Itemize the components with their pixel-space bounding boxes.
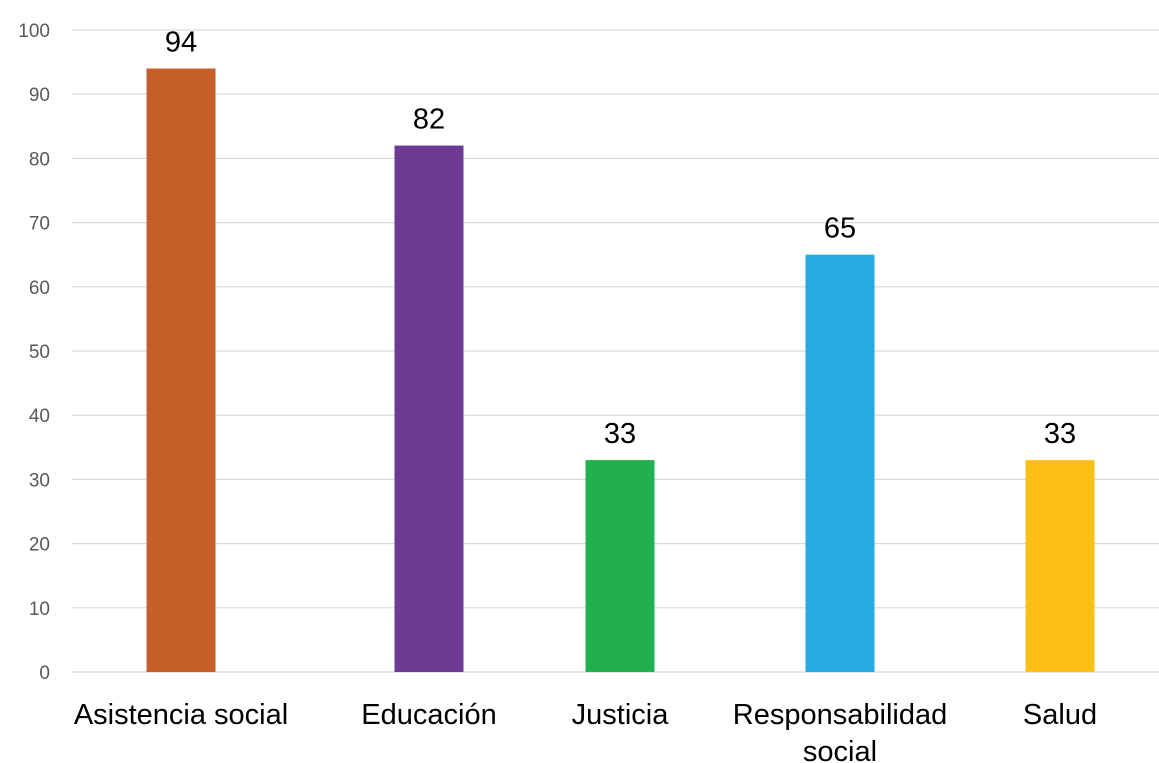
x-tick-label-line: social [803,736,877,763]
y-tick-label: 40 [29,406,50,427]
x-tick-label-line: Salud [1023,699,1097,731]
x-tick-label: Responsabilidad social [733,699,947,763]
data-labels: 94 82 33 65 33 [165,27,1076,451]
bar-4 [1025,460,1095,672]
y-tick-label: 0 [39,663,50,684]
bar-2 [585,460,655,672]
x-tick-label-line: Asistencia social [74,699,288,731]
data-label: 65 [824,213,856,245]
bars [146,68,1095,672]
y-tick-label: 20 [29,535,50,556]
gridlines [72,29,1159,673]
data-label: 33 [604,418,636,450]
x-tick-label-line: Justicia [572,699,670,731]
data-label: 33 [1044,418,1076,450]
x-tick-label-line: Responsabilidad [733,699,947,731]
y-tick-label: 30 [29,470,50,491]
x-tick-label: Justicia [572,699,670,731]
data-label: 94 [165,27,197,59]
y-tick-label: 70 [29,214,50,235]
bar-1 [394,145,464,672]
y-axis-ticks: 0 10 20 30 40 50 60 70 80 90 100 [18,21,50,684]
y-tick-label: 50 [29,342,50,363]
x-tick-label: Educación [361,699,496,731]
y-tick-label: 60 [29,278,50,299]
y-tick-label: 80 [29,149,50,170]
bar-0 [146,68,216,672]
bar-3 [805,254,875,672]
y-tick-label: 100 [18,21,50,42]
x-tick-label: Asistencia social [74,699,288,731]
x-axis-ticks: Asistencia social Educación Justicia Respon… [74,699,1097,763]
x-tick-label-line: Educación [361,699,496,731]
x-tick-label: Salud [1023,699,1097,731]
data-label: 82 [413,104,445,136]
y-tick-label: 10 [29,599,50,620]
y-tick-label: 90 [29,85,50,106]
